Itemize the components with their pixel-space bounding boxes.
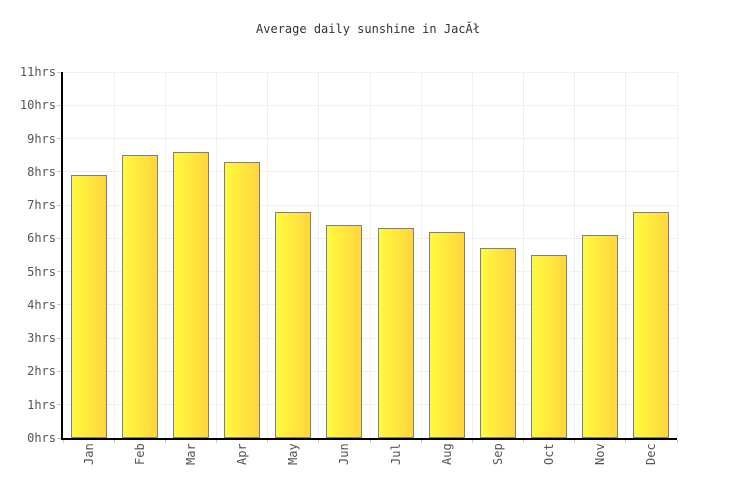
y-tick-mark bbox=[57, 71, 61, 73]
gridline-vertical bbox=[216, 72, 217, 438]
y-tick-label: 4hrs bbox=[27, 297, 56, 312]
x-tick-mark bbox=[574, 440, 576, 443]
bar-apr bbox=[224, 161, 261, 438]
y-tick-label: 5hrs bbox=[27, 264, 56, 279]
x-tick-label-dec: Dec bbox=[644, 443, 659, 465]
gridline-vertical bbox=[318, 72, 320, 438]
bar-jun bbox=[326, 225, 363, 438]
x-tick-label-oct: Oct bbox=[542, 443, 557, 465]
y-tick-label: 9hrs bbox=[27, 131, 56, 146]
x-tick-mark bbox=[318, 440, 320, 443]
gridline-vertical bbox=[369, 72, 371, 438]
y-tick-mark bbox=[57, 337, 61, 339]
x-tick-mark bbox=[523, 440, 524, 443]
y-tick-label: 11hrs bbox=[19, 65, 56, 79]
x-tick-mark bbox=[420, 440, 422, 443]
y-axis-line bbox=[61, 72, 63, 440]
y-tick-mark bbox=[57, 104, 61, 106]
y-tick-mark bbox=[57, 437, 61, 439]
x-axis-line bbox=[61, 438, 677, 440]
x-tick-label-jan: Jan bbox=[81, 443, 96, 465]
y-tick-mark bbox=[57, 171, 61, 173]
bar-jul bbox=[377, 228, 414, 438]
y-tick-mark bbox=[57, 237, 61, 239]
y-tick-label: 7hrs bbox=[27, 198, 56, 213]
x-tick-mark bbox=[369, 440, 371, 443]
y-tick-mark bbox=[57, 304, 61, 306]
x-tick-label-jul: Jul bbox=[388, 443, 403, 465]
y-tick-label: 1hrs bbox=[27, 397, 56, 412]
x-tick-label-aug: Aug bbox=[439, 443, 454, 465]
bar-mar bbox=[172, 151, 209, 438]
x-tick-label-jun: Jun bbox=[337, 443, 352, 465]
gridline-vertical bbox=[471, 72, 473, 438]
gridline-vertical bbox=[676, 72, 678, 438]
bar-aug bbox=[428, 231, 465, 438]
plot-area bbox=[61, 71, 678, 440]
x-tick-label-mar: Mar bbox=[183, 443, 198, 465]
bar-oct bbox=[531, 255, 568, 438]
x-tick-label-may: May bbox=[286, 443, 301, 465]
gridline-vertical bbox=[420, 72, 422, 438]
bar-nov bbox=[582, 235, 619, 438]
x-tick-mark bbox=[267, 440, 269, 443]
y-tick-mark bbox=[57, 204, 61, 206]
x-tick-mark bbox=[216, 440, 217, 443]
y-tick-label: 0hrs bbox=[27, 431, 56, 445]
bar-jan bbox=[70, 175, 107, 438]
y-tick-label: 8hrs bbox=[27, 164, 56, 179]
x-tick-label-apr: Apr bbox=[235, 443, 250, 465]
y-tick-label: 2hrs bbox=[27, 364, 56, 379]
gridline-vertical bbox=[164, 72, 166, 438]
x-tick-label-sep: Sep bbox=[490, 443, 505, 465]
y-tick-mark bbox=[57, 370, 61, 372]
gridline-vertical bbox=[523, 72, 524, 438]
x-tick-mark bbox=[471, 440, 473, 443]
chart-title: Average daily sunshine in JacĂł bbox=[256, 22, 480, 36]
x-tick-mark bbox=[164, 440, 166, 443]
x-tick-mark bbox=[62, 440, 64, 443]
x-tick-mark bbox=[113, 440, 115, 443]
gridline-vertical bbox=[625, 72, 627, 438]
bar-sep bbox=[479, 248, 516, 438]
gridline-vertical bbox=[574, 72, 576, 438]
bar-feb bbox=[121, 155, 158, 438]
gridline-vertical bbox=[113, 72, 115, 438]
y-tick-mark bbox=[57, 404, 61, 406]
y-tick-mark bbox=[57, 138, 61, 140]
x-tick-label-nov: Nov bbox=[593, 443, 608, 465]
y-tick-label: 3hrs bbox=[27, 331, 56, 346]
y-tick-mark bbox=[57, 271, 61, 273]
y-tick-label: 6hrs bbox=[27, 231, 56, 246]
gridline-vertical bbox=[267, 72, 269, 438]
x-tick-label-feb: Feb bbox=[132, 443, 147, 465]
y-tick-label: 10hrs bbox=[19, 98, 56, 113]
x-tick-mark bbox=[676, 440, 678, 443]
bar-may bbox=[275, 211, 312, 438]
bar-dec bbox=[633, 211, 670, 438]
x-tick-mark bbox=[625, 440, 627, 443]
